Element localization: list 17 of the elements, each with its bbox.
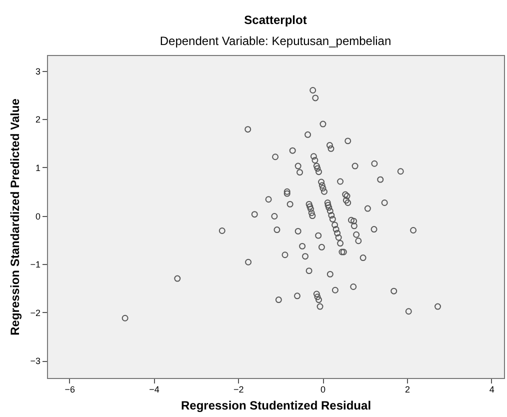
x-tick-label: −4: [149, 384, 160, 394]
y-tick-label: 3: [35, 66, 40, 76]
x-tick-label: 0: [320, 384, 326, 394]
y-tick-label: −1: [30, 260, 40, 270]
chart-subtitle: Dependent Variable: Keputusan_pembelian: [160, 34, 392, 48]
x-tick-label: 2: [404, 384, 410, 394]
chart-title: Scatterplot: [244, 13, 307, 27]
y-tick-label: −2: [30, 308, 40, 318]
x-tick-label: −6: [64, 384, 75, 394]
y-axis-title: Regression Standardized Predicted Value: [8, 98, 22, 336]
x-tick-label: 4: [489, 384, 494, 394]
y-tick-label: 2: [35, 114, 40, 125]
y-tick-label: −3: [30, 356, 40, 366]
x-tick-label: −2: [234, 384, 244, 394]
y-tick-label: 1: [35, 162, 40, 173]
x-axis-title: Regression Studentized Residual: [180, 398, 372, 412]
y-tick-label: 0: [35, 211, 40, 222]
